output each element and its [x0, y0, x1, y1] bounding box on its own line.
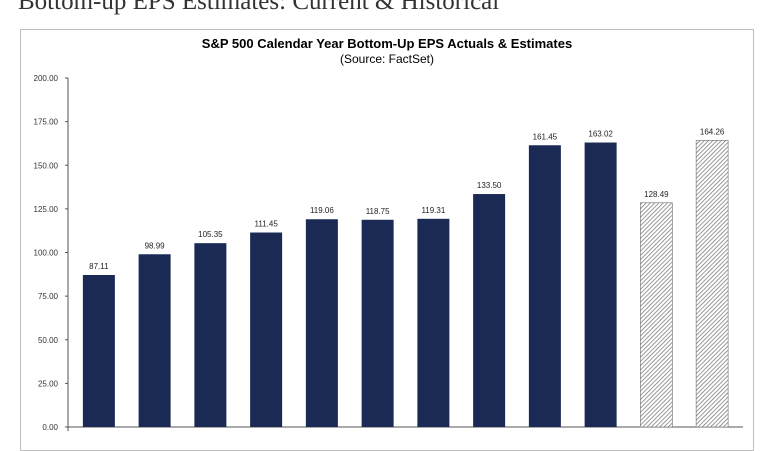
bar-value-label: 161.45	[533, 132, 558, 141]
bar-value-label: 119.06	[310, 206, 334, 215]
actual-bar	[473, 194, 506, 427]
chart-subtitle: (Source: FactSet)	[339, 52, 435, 66]
y-tick-label: 175.00	[34, 118, 59, 127]
bar-value-label: 119.31	[421, 206, 445, 215]
actual-bar	[584, 142, 617, 427]
actual-bar	[528, 145, 561, 427]
y-tick-label: 25.00	[38, 379, 59, 388]
chart-frame: S&P 500 Calendar Year Bottom-Up EPS Actu…	[20, 29, 754, 451]
bar-value-label: 128.49	[644, 190, 669, 199]
page-heading: Bottom-up EPS Estimates: Current & Histo…	[18, 0, 500, 15]
y-tick-label: 200.00	[34, 74, 59, 83]
chart-title: S&P 500 Calendar Year Bottom-Up EPS Actu…	[201, 36, 573, 51]
estimate-bar	[695, 140, 729, 428]
y-tick-label: 75.00	[38, 292, 59, 301]
actual-bar	[194, 243, 227, 427]
actual-bar	[361, 219, 394, 427]
actual-bar	[305, 219, 338, 427]
bar-chart-plot: 200.00 175.00 150.00 125.00 100.00 75.00 50.00…	[34, 74, 743, 432]
y-tick-label: 0.00	[42, 423, 58, 432]
estimate-bar	[640, 202, 673, 428]
bar-value-label: 98.99	[145, 241, 166, 250]
y-tick-label: 150.00	[34, 161, 59, 170]
bar-value-label: 87.11	[89, 262, 109, 271]
actual-bar	[82, 274, 115, 427]
y-tick-label: 125.00	[34, 205, 59, 214]
y-tick-label: 100.00	[34, 249, 59, 258]
bar-value-label: 111.45	[254, 220, 278, 229]
bar-value-label: 164.26	[700, 127, 725, 136]
bar-value-label: 105.35	[198, 230, 223, 239]
actual-bar	[138, 254, 171, 427]
bar-value-label: 163.02	[588, 130, 613, 139]
bar-value-label: 118.75	[366, 207, 390, 216]
bar-value-label: 133.50	[477, 181, 502, 190]
actual-bar	[417, 218, 450, 427]
actual-bar	[250, 232, 283, 427]
y-tick-label: 50.00	[38, 336, 59, 345]
